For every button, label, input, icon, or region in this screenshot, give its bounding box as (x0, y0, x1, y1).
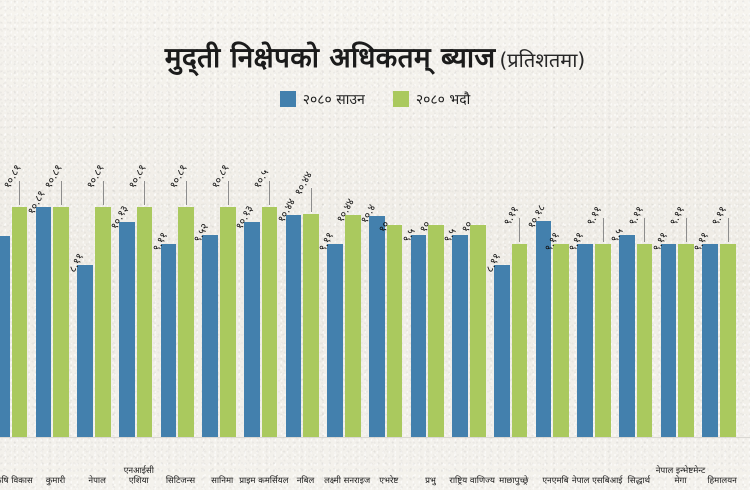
value-leader-line (102, 181, 104, 206)
legend-swatch-saun (279, 90, 296, 107)
category-label-7: प्राइम कमर्सियल (239, 476, 289, 486)
category-label-5: सिटिजन्स (165, 476, 196, 486)
bar-saun-8 (285, 215, 302, 437)
bar-value-label: १०.४४ (292, 169, 316, 198)
bar-value-label: १०.८१ (84, 163, 107, 191)
value-leader-line (727, 217, 729, 242)
category-label-18: हिमालयन (707, 476, 737, 486)
category-label-11: प्रभु (425, 476, 436, 486)
bar-saun-4 (119, 221, 135, 437)
legend-item-1: २०८० साउन (279, 89, 365, 109)
bar-bhadau-4 (136, 207, 153, 437)
value-leader-line (686, 217, 688, 242)
bar-bhadau-14 (553, 243, 569, 437)
value-leader-line (602, 217, 604, 242)
legend-item-label: २०८० साउन (302, 91, 365, 108)
category-label-12: राष्ट्रिय वाणिज्य (449, 476, 495, 486)
bar-value-label: १०.८१ (42, 163, 66, 191)
chart-title-block: मुद्ती निक्षेपको अधिकतम् ब्याज (प्रतिशतमा… (0, 38, 750, 76)
bar-value-label: १०.८१ (167, 163, 191, 191)
bar-bhadau-6 (220, 207, 236, 437)
category-label-14: एनएमबि (542, 476, 569, 486)
category-label-8: नबिल (296, 476, 315, 486)
value-leader-line (269, 181, 271, 206)
value-leader-line (227, 181, 229, 206)
bar-saun-17 (660, 243, 677, 437)
bar-saun-2 (35, 207, 52, 437)
legend-item-label: २०८० भदौ (415, 91, 471, 108)
legend-swatch-bhadau (392, 90, 409, 107)
bar-bhadau-18 (720, 243, 736, 437)
value-leader-line (311, 188, 313, 213)
bar-saun-7 (244, 221, 260, 437)
category-label-3: नेपाल (88, 476, 106, 486)
category-label-10: एभरेष्ट (379, 476, 399, 486)
bar-bhadau-3 (95, 207, 111, 437)
chart-legend: २०८० साउन २०८० भदौ (0, 88, 750, 109)
bar-saun-16 (619, 235, 635, 437)
category-label-17: नेपाल इन्भेष्टमेन्ट मेगा (655, 466, 706, 486)
bar-bhadau-13 (511, 243, 528, 437)
bar-saun-10 (369, 216, 385, 437)
bar-saun-1 (0, 235, 10, 437)
category-label-2: कुमारी (45, 476, 66, 486)
category-label-13: माछापुच्छ्रे (499, 476, 529, 486)
bar-saun-9 (327, 243, 343, 437)
value-leader-line (644, 217, 646, 242)
category-label-1: कृषि विकास (0, 476, 33, 486)
bar-bhadau-2 (53, 207, 69, 437)
bar-saun-11 (410, 235, 427, 437)
value-leader-line (19, 181, 21, 206)
bar-value-label: १०.८१ (209, 163, 232, 191)
bar-bhadau-8 (303, 214, 319, 437)
baseline-axis (0, 437, 750, 438)
value-leader-line (61, 181, 63, 206)
bar-saun-18 (702, 243, 718, 437)
value-leader-line (186, 181, 188, 206)
bar-saun-13 (494, 264, 510, 437)
bar-bhadau-7 (261, 207, 278, 437)
bar-saun-12 (452, 235, 468, 437)
bar-saun-3 (77, 264, 93, 437)
bar-value-label: १०.८१ (126, 163, 149, 191)
bar-bhadau-15 (595, 243, 611, 437)
bar-bhadau-11 (428, 224, 444, 437)
category-label-15: नेपाल एसबिआई (571, 476, 623, 486)
category-label-9: लक्ष्मी सनराइज (324, 476, 371, 486)
legend-item-2: २०८० भदौ (392, 89, 471, 109)
bar-saun-6 (202, 234, 218, 437)
page-title: मुद्ती निक्षेपको अधिकतम् ब्याज (164, 41, 496, 74)
bar-saun-15 (577, 243, 593, 437)
category-label-6: सानिमा (211, 476, 234, 486)
bar-saun-5 (160, 243, 177, 437)
category-label-4: एनआईसी एशिया (123, 466, 154, 486)
bar-bhadau-17 (678, 243, 694, 437)
value-leader-line (519, 217, 521, 242)
bar-bhadau-16 (636, 243, 653, 437)
value-leader-line (144, 181, 146, 206)
bar-value-label: १०.८१ (1, 163, 24, 191)
bar-bhadau-1 (11, 207, 28, 437)
bar-bhadau-10 (386, 224, 403, 437)
bar-bhadau-12 (470, 224, 486, 437)
bar-bhadau-5 (178, 207, 194, 437)
category-label-16: सिद्धार्थ (627, 476, 651, 486)
page-subtitle: (प्रतिशतमा) (499, 48, 586, 72)
bar-saun-14 (535, 220, 552, 437)
bar-bhadau-9 (345, 215, 361, 437)
